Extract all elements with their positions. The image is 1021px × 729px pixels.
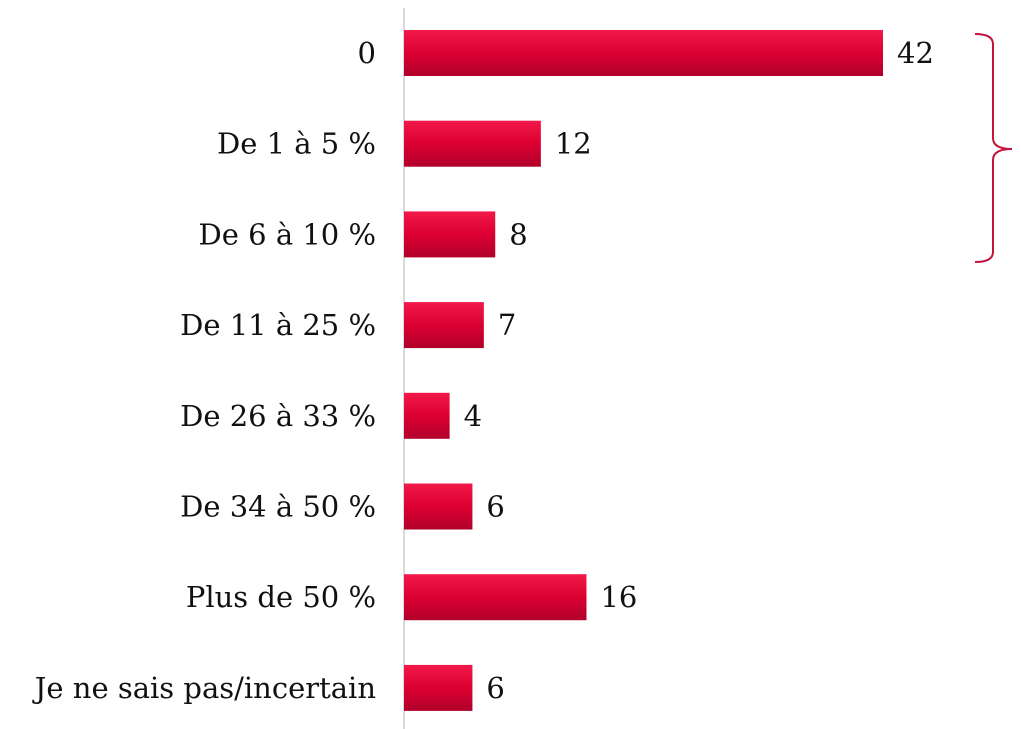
category-label: De 6 à 10 % — [199, 217, 376, 251]
category-label: Plus de 50 % — [186, 580, 376, 614]
category-label: De 11 à 25 % — [180, 308, 376, 342]
category-label: De 1 à 5 % — [217, 127, 376, 161]
bar — [404, 483, 473, 530]
value-label: 16 — [600, 580, 637, 614]
value-label: 7 — [498, 308, 516, 342]
bar — [404, 120, 541, 167]
bar — [404, 302, 484, 349]
value-label: 4 — [464, 399, 482, 433]
value-label: 42 — [897, 36, 934, 70]
category-label: Je ne sais pas/incertain — [32, 671, 376, 705]
value-label: 6 — [486, 490, 504, 524]
category-label: 0 — [358, 36, 376, 70]
bar — [404, 211, 496, 258]
bar — [404, 574, 587, 621]
category-label: De 26 à 33 % — [180, 399, 376, 433]
bar — [404, 392, 450, 439]
bar — [404, 30, 883, 76]
value-label: 6 — [486, 671, 504, 705]
category-label: De 34 à 50 % — [180, 490, 376, 524]
value-label: 12 — [555, 127, 592, 161]
bracket — [974, 33, 1013, 263]
value-label: 8 — [509, 217, 527, 251]
bar — [404, 664, 473, 711]
